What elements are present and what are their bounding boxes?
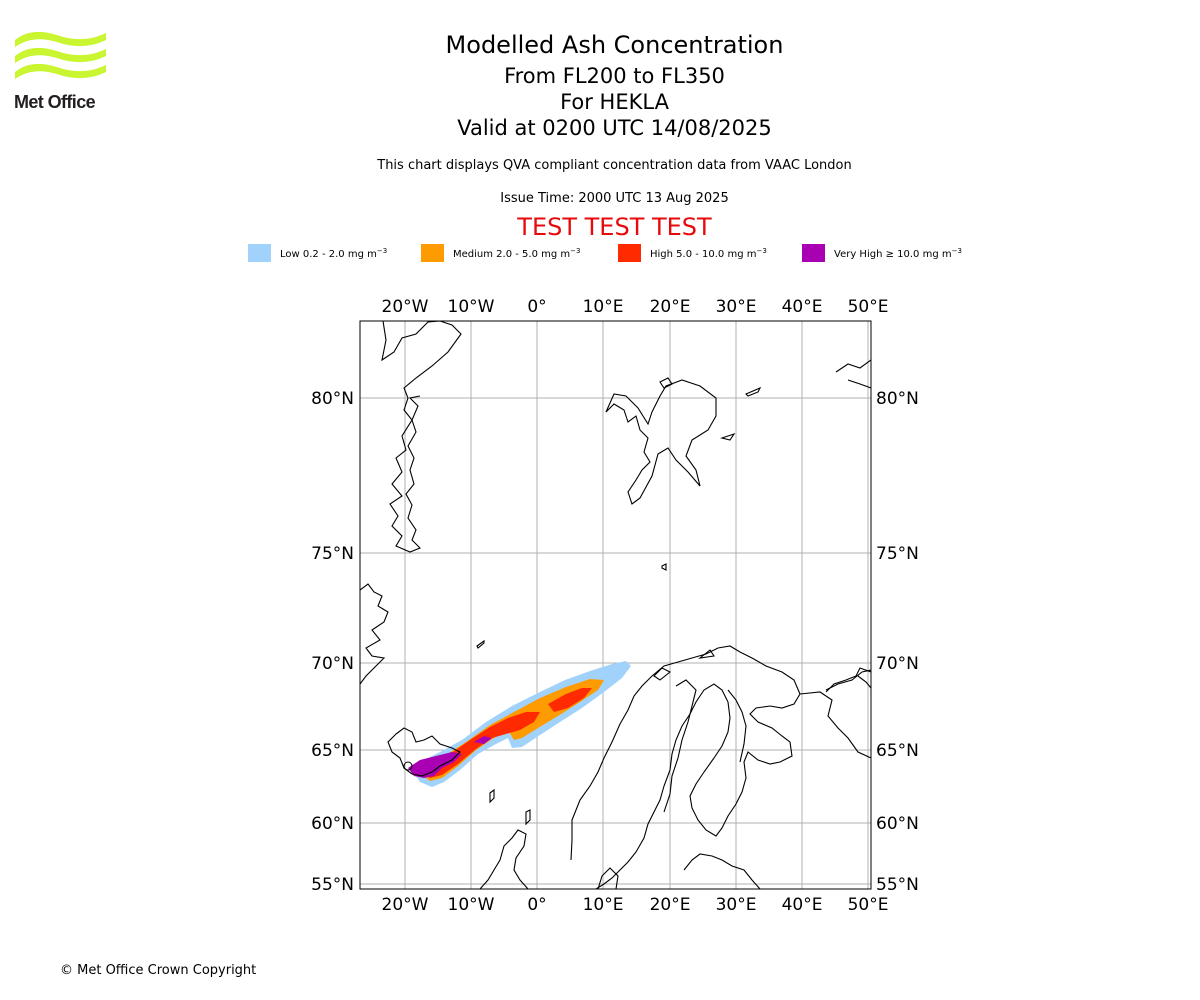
flight-level-range: From FL200 to FL350 [504, 64, 725, 88]
baltic-coast [683, 853, 761, 889]
legend-swatch-very-high [802, 244, 825, 262]
coastlines [360, 321, 871, 889]
legend-swatch-medium [421, 244, 444, 262]
lon-labels-bottom: 20°W 10°W 0° 10°E 20°E 30°E 40°E 50°E [382, 895, 889, 915]
lon-label-bottom-20w: 20°W [382, 895, 429, 915]
legend-swatch-low [248, 244, 271, 262]
uk-coast [479, 829, 529, 889]
ash-high-patch [548, 688, 592, 712]
legend-label-very-high: Very High ≥ 10.0 mg m−3 [834, 247, 962, 260]
copyright-notice: © Met Office Crown Copyright [60, 963, 257, 978]
lon-label-top-20w: 20°W [382, 297, 429, 317]
lon-label-bottom-10w: 10°W [448, 895, 495, 915]
lon-label-bottom-0: 0° [527, 895, 546, 915]
lat-label-left-55n: 55°N [311, 875, 354, 895]
lat-label-right-80n: 80°N [876, 389, 919, 409]
kola-coast [825, 669, 871, 691]
lat-label-left-80n: 80°N [311, 389, 354, 409]
faroe-coast [489, 788, 495, 804]
lat-label-right-75n: 75°N [876, 544, 919, 564]
hekla-marker [403, 761, 413, 771]
jan-mayen-coast [476, 639, 485, 649]
legend-swatch-high [618, 244, 641, 262]
legend-label-low: Low 0.2 - 2.0 mg m−3 [280, 247, 388, 260]
ash-very-high-patch [474, 736, 492, 744]
iceland-coast [387, 727, 461, 777]
lon-labels-top: 20°W 10°W 0° 10°E 20°E 30°E 40°E 50°E [382, 297, 889, 317]
lon-label-top-10e: 10°E [583, 297, 624, 317]
lat-label-left-65n: 65°N [311, 741, 354, 761]
franz-josef-coast [835, 359, 871, 389]
map-gridlines [360, 321, 871, 889]
ash-very-high [408, 752, 462, 778]
lon-label-top-20e: 20°E [650, 297, 691, 317]
lat-label-right-65n: 65°N [876, 741, 919, 761]
legend-label-high: High 5.0 - 10.0 mg m−3 [650, 247, 767, 260]
map-frame [359, 320, 872, 890]
lon-label-bottom-30e: 30°E [716, 895, 757, 915]
lon-label-top-50e: 50°E [848, 297, 889, 317]
lat-label-right-70n: 70°N [876, 654, 919, 674]
lon-label-top-0: 0° [527, 297, 546, 317]
lon-label-bottom-50e: 50°E [848, 895, 889, 915]
denmark-coast [597, 867, 619, 889]
met-office-logo: Met Office [14, 30, 108, 112]
met-office-waves-icon [15, 31, 106, 79]
north-norway-islands [653, 649, 715, 681]
lon-label-top-10w: 10°W [448, 297, 495, 317]
lon-label-top-40e: 40°E [782, 297, 823, 317]
lat-label-left-75n: 75°N [311, 544, 354, 564]
bear-island-coast [661, 563, 667, 571]
logo-text: Met Office [14, 92, 96, 112]
lat-label-right-60n: 60°N [876, 814, 919, 834]
test-banner: TEST TEST TEST [517, 213, 712, 241]
lat-label-left-70n: 70°N [311, 654, 354, 674]
chart-description: This chart displays QVA compliant concen… [377, 158, 852, 173]
lon-label-bottom-20e: 20°E [650, 895, 691, 915]
lon-label-bottom-40e: 40°E [782, 895, 823, 915]
shetland-coast [525, 809, 531, 826]
lon-label-bottom-10e: 10°E [583, 895, 624, 915]
chart-title: Modelled Ash Concentration [445, 31, 784, 59]
legend-label-medium: Medium 2.0 - 5.0 mg m−3 [453, 247, 581, 260]
issue-time: Issue Time: 2000 UTC 13 Aug 2025 [500, 191, 729, 206]
greenland-coast [360, 321, 462, 685]
valid-time: Valid at 0200 UTC 14/08/2025 [457, 116, 772, 140]
lat-labels-left: 80°N 75°N 70°N 65°N 60°N 55°N [311, 389, 354, 895]
svalbard-coast [605, 377, 762, 505]
lat-label-left-60n: 60°N [311, 814, 354, 834]
inland-borders [663, 667, 871, 813]
volcano-name: For HEKLA [560, 90, 669, 114]
lat-labels-right: 80°N 75°N 70°N 65°N 60°N 55°N [876, 389, 919, 895]
lat-label-right-55n: 55°N [876, 875, 919, 895]
lon-label-top-30e: 30°E [716, 297, 757, 317]
